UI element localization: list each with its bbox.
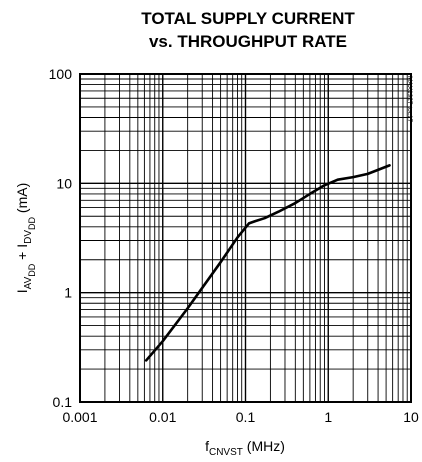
x-tick-label: 0.001: [62, 409, 97, 425]
x-tick-label: 1: [324, 409, 332, 425]
chart-code-annotation: MAX1927 toc17: [406, 76, 413, 123]
chart-title-line2: vs. THROUGHPUT RATE: [149, 32, 347, 51]
y-axis-label: IAVDD + IDVDD (mA): [14, 183, 37, 293]
grid: [80, 74, 411, 402]
x-tick-label: 0.01: [149, 409, 176, 425]
y-tick-label: 100: [49, 66, 73, 82]
plot-frame: [79, 73, 412, 403]
chart-title-line1: TOTAL SUPPLY CURRENT: [141, 9, 355, 28]
y-tick-label: 0.1: [53, 394, 73, 410]
x-tick-label: 0.1: [236, 409, 256, 425]
series-line: [144, 164, 391, 362]
tick-labels: 0.001 0.01 0.1 1 10 0.1 1 10 100: [49, 66, 419, 425]
y-tick-label: 10: [56, 175, 72, 191]
y-tick-label: 1: [64, 285, 72, 301]
x-axis-label: fCNVST (MHz): [205, 438, 285, 458]
x-tick-label: 10: [403, 409, 419, 425]
